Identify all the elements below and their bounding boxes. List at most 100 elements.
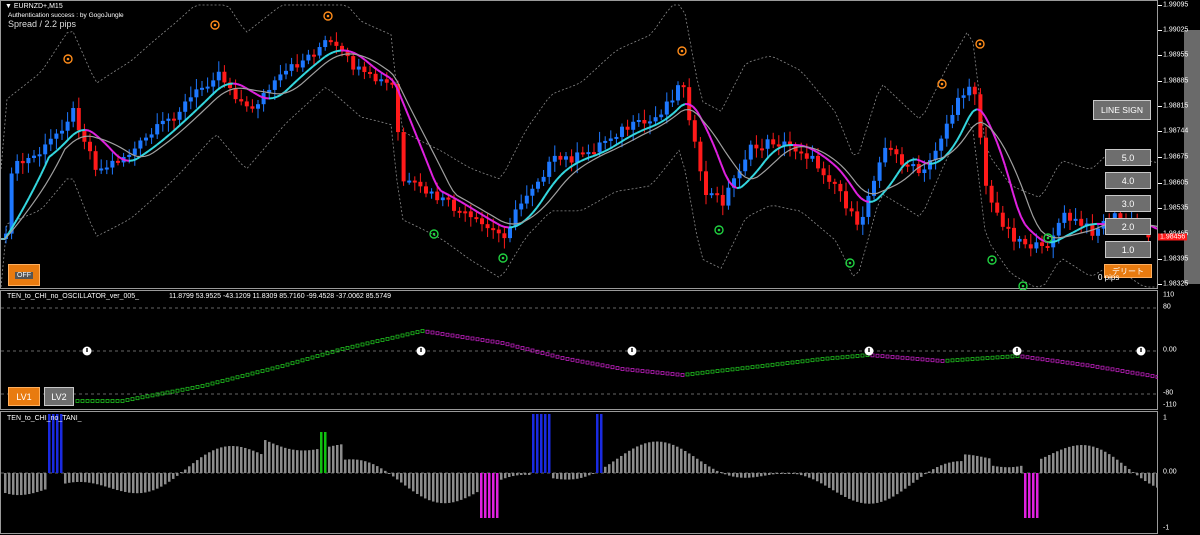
moving-average-segment [53,151,57,154]
histogram-bar [688,453,691,473]
histogram-bar [340,444,343,473]
histogram-bar [1080,445,1083,473]
histogram-bar [24,473,27,495]
histogram-bar [928,472,931,473]
histogram-bar [364,461,367,473]
candle-body [290,64,294,71]
moving-average-segment [333,51,337,52]
moving-average-segment [597,153,601,155]
histogram-bar [136,473,139,493]
histogram-bar [956,461,959,473]
moving-average-segment [565,168,569,171]
moving-average-segment [1069,232,1073,234]
moving-average-segment [385,75,389,77]
histogram-bar [736,473,739,477]
price-axis-label: 1.98535 [1163,205,1188,212]
histogram-bar [924,473,927,474]
oscillator-point [801,360,804,363]
oscillator-point [126,399,129,402]
histogram-bar [536,414,539,473]
moving-average-segment [673,110,677,114]
moving-average-segment [181,121,185,125]
moving-average-segment [349,51,353,52]
oscillator-point [881,355,884,358]
dropdown-triangle-icon[interactable]: ▼ [5,3,12,10]
oscillator-point [276,366,279,369]
lv1-button[interactable]: LV1 [8,387,40,406]
buy-signal-dot [502,257,505,260]
oscillator-point [246,373,249,376]
moving-average-segment [837,167,841,171]
off-toggle-button[interactable]: OFF [8,264,40,286]
candle-body [329,40,333,42]
candle-body [469,211,473,217]
oscillator-point [546,353,549,356]
oscillator-point [1146,374,1149,377]
candle-body [575,152,579,162]
level-1-button[interactable]: 1.0 [1105,241,1151,258]
candle-body [424,186,428,193]
moving-average-segment [345,51,349,52]
candle-body [570,156,574,162]
oscillator-point [141,396,144,399]
price-chart-pane[interactable]: ▼ EURNZD+,M15 Authentication success : b… [0,0,1158,289]
candle-body [609,138,613,140]
lv2-button[interactable]: LV2 [44,387,74,406]
oscillator-point [1121,370,1124,373]
candle-body [88,142,92,151]
oscillator-point [876,354,879,357]
histogram-bar [280,447,283,473]
oscillator-point [566,357,569,360]
histogram-bar [828,473,831,488]
oscillator-point [251,372,254,375]
histogram-bar [1004,467,1007,473]
candle-body [962,95,966,98]
moving-average-segment [725,174,729,181]
histogram-bar [172,473,175,479]
price-chart-canvas[interactable] [1,1,1159,290]
candle-body [956,98,960,115]
histogram-bar [864,473,867,504]
level-2-button[interactable]: 2.0 [1105,218,1151,235]
moving-average-segment [569,165,573,168]
oscillator-pane[interactable]: TEN_to_CHI_no_OSCILLATOR_ver_005_ 11.879… [0,290,1158,410]
moving-average-segment [769,152,773,156]
histogram-bar [292,450,295,473]
histogram-bar [184,470,187,473]
candle-body [866,196,870,217]
moving-average-segment [41,166,45,174]
histogram-bar [568,473,571,480]
level-4-button[interactable]: 4.0 [1105,172,1151,189]
moving-average-segment [197,106,201,110]
moving-average-segment [201,102,205,106]
oscillator-point [541,352,544,355]
histogram-bar [824,473,827,486]
oscillator-point [476,338,479,341]
oscillator-point [861,354,864,357]
oscillator-point [1131,371,1134,374]
moving-average-segment [889,181,893,186]
line-sign-button[interactable]: LINE SIGN [1093,100,1151,120]
histogram-bar [380,468,383,473]
histogram-bar [984,458,987,473]
moving-average-segment [737,187,741,188]
histogram-bar [440,473,443,503]
level-5-button[interactable]: 5.0 [1105,149,1151,166]
oscillator-point [751,366,754,369]
level-3-button[interactable]: 3.0 [1105,195,1151,212]
oscillator-point [356,344,359,347]
oscillator-point [241,375,244,378]
oscillator-point [1096,365,1099,368]
histogram-bar [904,473,907,489]
candle-body [967,87,971,96]
oscillator-point [681,374,684,377]
histogram-pane[interactable]: TEN_to_CHI_no_TANI_ [0,411,1158,534]
oscillator-canvas[interactable] [1,291,1159,411]
candle-body [1006,227,1010,229]
histogram-canvas[interactable] [1,412,1159,535]
moving-average-segment [461,202,465,204]
price-axis-tick [1158,30,1162,31]
histogram-bar [252,451,255,473]
moving-average-segment [449,195,453,197]
oscillator-axis-label: -110 [1163,402,1177,409]
